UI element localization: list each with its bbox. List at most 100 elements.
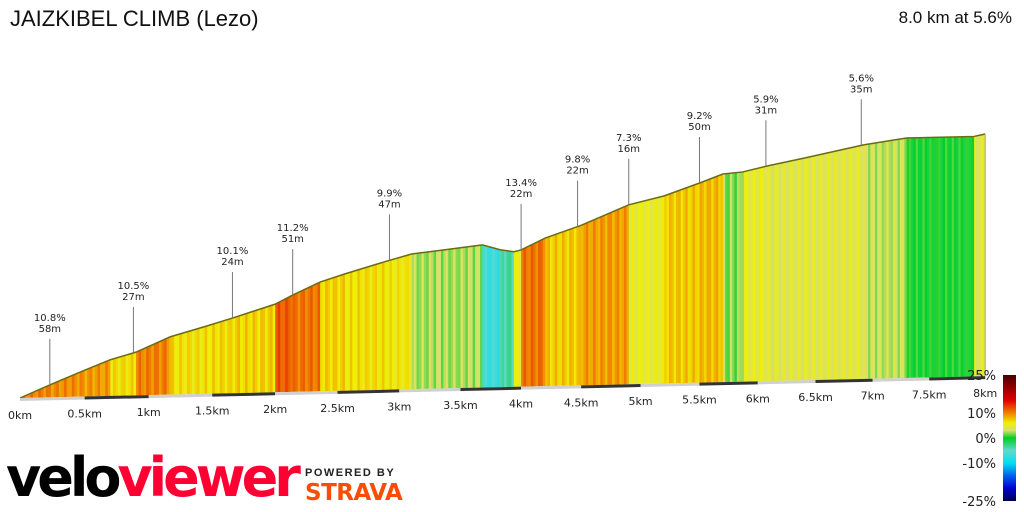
- profile-stripe: [847, 147, 851, 380]
- profile-stripe: [499, 249, 503, 388]
- profile-stripe: [247, 312, 251, 393]
- profile-stripe: [953, 136, 957, 377]
- profile-stripe: [612, 210, 615, 385]
- profile-stripe: [687, 186, 691, 383]
- profile-stripe: [212, 323, 216, 394]
- profile-stripe: [736, 172, 740, 382]
- profile-stripe: [564, 230, 568, 386]
- annotation-gradient: 5.9%: [753, 94, 778, 105]
- strava-logo: STRAVA: [305, 480, 403, 506]
- gradient-legend: 25% 10% 0% -10% -25%: [962, 369, 1016, 510]
- profile-stripe: [267, 305, 271, 393]
- profile-stripe: [84, 369, 88, 397]
- axis-segment: [640, 382, 700, 387]
- profile-stripe: [337, 275, 341, 391]
- profile-stripe: [74, 373, 78, 397]
- annotation-gradient: 10.5%: [118, 281, 150, 292]
- annotation-gradient: 9.9%: [377, 188, 402, 199]
- profile-stripe: [431, 251, 435, 389]
- profile-stripe: [540, 239, 544, 387]
- profile-stripe: [45, 385, 49, 398]
- profile-stripe: [384, 261, 388, 390]
- profile-stripe: [569, 228, 572, 386]
- profile-stripe: [58, 379, 62, 398]
- profile-stripe: [743, 171, 747, 382]
- x-tick-label: 3.5km: [443, 399, 478, 412]
- profile-stripe: [342, 273, 346, 391]
- profile-stripe: [377, 263, 380, 390]
- profile-stripe: [445, 249, 449, 389]
- profile-stripe: [942, 137, 946, 378]
- profile-stripe: [204, 325, 208, 394]
- profile-stripe: [865, 144, 869, 379]
- profile-stripe: [980, 134, 984, 377]
- profile-stripe: [657, 197, 660, 384]
- profile-stripe: [799, 158, 803, 381]
- profile-stripe: [290, 295, 294, 392]
- profile-stripe: [911, 137, 914, 378]
- profile-stripe: [933, 137, 937, 378]
- profile-stripe: [352, 270, 356, 391]
- profile-stripe: [624, 205, 627, 385]
- profile-stripe: [513, 251, 517, 387]
- profile-stripe: [344, 273, 348, 391]
- profile-stripe: [673, 191, 677, 384]
- profile-stripe: [458, 247, 461, 389]
- profile-stripe: [421, 252, 425, 389]
- profile-stripe: [753, 168, 756, 382]
- profile-stripe: [482, 244, 486, 388]
- profile-stripe: [489, 246, 493, 388]
- profile-stripe: [357, 269, 361, 391]
- profile-stripe: [245, 313, 248, 393]
- profile-stripe: [409, 254, 412, 390]
- annotation-gradient: 11.2%: [277, 223, 309, 234]
- profile-stripe: [277, 301, 281, 393]
- profile-stripe: [840, 149, 844, 380]
- profile-stripe: [908, 137, 912, 378]
- x-tick-label: 4km: [509, 398, 533, 411]
- profile-stripe: [647, 199, 651, 384]
- profile-stripe: [504, 250, 508, 388]
- profile-stripe: [191, 329, 195, 395]
- profile-stripe: [416, 253, 420, 390]
- profile-stripe: [367, 266, 371, 391]
- profile-stripe: [161, 339, 165, 395]
- profile-stripe: [234, 316, 238, 394]
- profile-stripe: [166, 337, 170, 395]
- profile-stripe: [897, 139, 901, 379]
- profile-stripe: [924, 137, 928, 378]
- profile-stripe: [561, 231, 565, 386]
- profile-stripe: [506, 250, 510, 388]
- profile-stripe: [734, 172, 738, 382]
- profile-stripe: [861, 144, 864, 379]
- profile-stripe: [590, 220, 594, 386]
- profile-stripe: [815, 155, 819, 381]
- profile-stripe: [938, 137, 941, 378]
- profile-stripe: [810, 156, 814, 381]
- profile-stripe: [470, 246, 474, 388]
- profile-stripe: [856, 145, 860, 380]
- profile-stripe: [516, 250, 520, 387]
- profile-stripe: [71, 374, 75, 397]
- profile-stripe: [616, 208, 620, 385]
- profile-stripe: [951, 136, 955, 377]
- profile-stripe: [720, 174, 724, 383]
- axis-segment: [757, 380, 816, 385]
- profile-stripe: [404, 255, 408, 390]
- profile-stripe: [794, 159, 798, 381]
- profile-stripe: [518, 249, 522, 387]
- profile-stripe: [578, 225, 582, 386]
- profile-stripe: [675, 190, 679, 384]
- profile-stripe: [530, 243, 534, 387]
- annotation-gradient: 9.2%: [687, 111, 712, 122]
- profile-stripe: [690, 185, 693, 383]
- profile-stripe: [465, 246, 469, 388]
- profile-stripe: [854, 146, 858, 380]
- profile-stripe: [554, 233, 558, 386]
- profile-stripe: [652, 198, 656, 384]
- profile-stripe: [302, 289, 306, 392]
- profile-stripe: [428, 251, 432, 389]
- profile-stripe: [771, 164, 775, 382]
- profile-stripe: [240, 314, 243, 394]
- axis-segment: [699, 381, 758, 386]
